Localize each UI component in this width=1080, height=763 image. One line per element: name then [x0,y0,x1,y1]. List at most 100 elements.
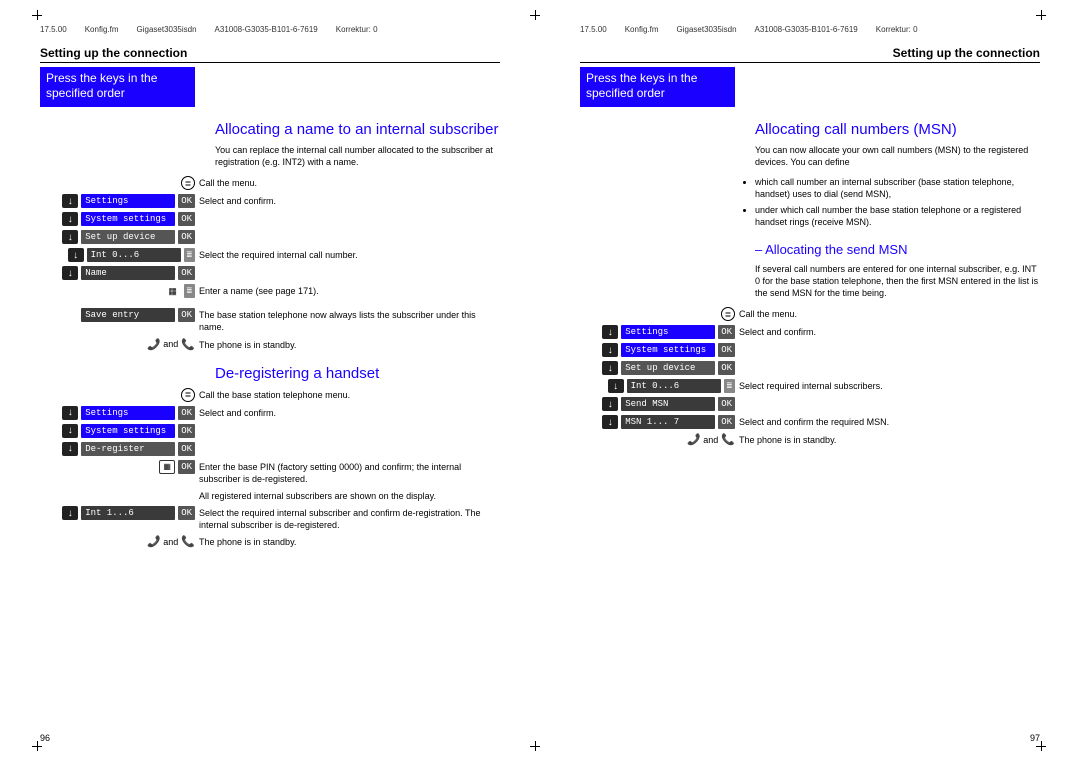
heading-deregister: De-registering a handset [215,365,500,382]
handset-icon: 📞 [147,535,161,548]
down-icon: ↓ [602,397,618,411]
crop-mark [32,10,44,22]
crop-mark [530,741,542,753]
key-order-banner: Press the keys in the specified order [580,67,735,107]
down-icon: ↓ [62,212,78,226]
step-desc: The phone is in standby. [199,535,500,548]
ok-chip: OK [718,343,735,357]
down-icon: ↓ [62,194,78,208]
print-header: 17.5.00 Konfig.fm Gigaset3035isdn A31008… [40,25,500,34]
print-date: 17.5.00 [580,25,607,34]
heading-msn: Allocating call numbers (MSN) [755,121,1040,138]
print-file: Konfig.fm [625,25,659,34]
and-label: and [163,339,178,349]
heading-allocate-name: Allocating a name to an internal subscri… [215,121,500,138]
down-icon: ↓ [62,406,78,420]
down-icon: ↓ [68,248,84,262]
ok-chip: OK [178,506,195,520]
step-desc: Enter a name (see page 171). [199,284,500,297]
down-icon: ↓ [602,361,618,375]
print-header: 17.5.00 Konfig.fm Gigaset3035isdn A31008… [580,25,1040,34]
step-desc: Call the menu. [739,307,1040,320]
step-desc: All registered internal subscribers are … [199,489,500,502]
print-korr: Korrektur: 0 [336,25,378,34]
menu-msn-range: MSN 1... 7 [621,415,715,429]
section-title: Setting up the connection [40,46,500,63]
ok-chip: OK [178,406,195,420]
menu-setup-device: Set up device [621,361,715,375]
step-desc: The phone is in standby. [199,338,500,351]
menu-deregister: De-register [81,442,175,456]
step-desc: Select and confirm. [199,194,500,207]
step-desc: Select required internal subscribers. [739,379,1040,392]
and-label: and [703,435,718,445]
menu-send-msn: Send MSN [621,397,715,411]
menu-settings: Settings [81,194,175,208]
step-desc: Call the base station telephone menu. [199,388,500,401]
intro-text: You can replace the internal call number… [215,144,500,168]
page-right: 17.5.00 Konfig.fm Gigaset3035isdn A31008… [540,0,1080,763]
ok-chip: OK [718,415,735,429]
handset-up-icon: 📞 [181,338,195,351]
bullet-item: which call number an internal subscriber… [755,176,1040,200]
print-korr: Korrektur: 0 [876,25,918,34]
menu-icon: ≣ [181,176,195,190]
menu-system-settings: System settings [621,343,715,357]
step-desc: Select the required internal call number… [199,248,500,261]
step-desc: Call the menu. [199,176,500,189]
ok-chip: OK [178,194,195,208]
print-product: Gigaset3035isdn [677,25,737,34]
menu-int: Int 0...6 [87,248,181,262]
bullet-item: under which call number the base station… [755,204,1040,228]
handset-up-icon: 📞 [721,433,735,446]
down-icon: ↓ [62,424,78,438]
menu-int: Int 0...6 [627,379,721,393]
ok-chip: OK [718,397,735,411]
down-icon: ↓ [602,325,618,339]
print-doc: A31008-G3035-B101-6-7619 [755,25,858,34]
menu-icon: ≣ [721,307,735,321]
ok-chip: OK [178,460,195,474]
ok-chip: ≣ [184,248,195,262]
menu-settings: Settings [621,325,715,339]
ok-chip: OK [718,361,735,375]
crop-mark [530,10,542,22]
key-order-banner: Press the keys in the specified order [40,67,195,107]
step-desc: Select and confirm the required MSN. [739,415,1040,428]
pin-icon: ▦ [159,460,175,474]
page-left: 17.5.00 Konfig.fm Gigaset3035isdn A31008… [0,0,540,763]
and-label: and [163,537,178,547]
ok-chip: OK [178,442,195,456]
step-desc: Enter the base PIN (factory setting 0000… [199,460,500,485]
down-icon: ↓ [608,379,624,393]
print-doc: A31008-G3035-B101-6-7619 [215,25,318,34]
down-icon: ↓ [602,343,618,357]
abc-icon: ▦ [165,284,181,298]
handset-icon: 📞 [147,338,161,351]
handset-up-icon: 📞 [181,535,195,548]
step-desc: Select and confirm. [199,406,500,419]
ok-chip: OK [178,266,195,280]
step-desc: Select and confirm. [739,325,1040,338]
handset-icon: 📞 [687,433,701,446]
crop-mark [32,741,44,753]
menu-save-entry: Save entry [81,308,175,322]
ok-chip: OK [178,230,195,244]
heading-send-msn: Allocating the send MSN [755,242,1040,257]
menu-icon: ≣ [181,388,195,402]
menu-setup-device: Set up device [81,230,175,244]
menu-system-settings: System settings [81,424,175,438]
ok-chip: ≣ [184,284,195,298]
ok-chip: OK [718,325,735,339]
menu-system-settings: System settings [81,212,175,226]
down-icon: ↓ [62,266,78,280]
menu-name: Name [81,266,175,280]
step-desc: Select the required internal subscriber … [199,506,500,531]
ok-chip: OK [178,424,195,438]
crop-mark [1036,741,1048,753]
print-product: Gigaset3035isdn [137,25,197,34]
ok-chip: OK [178,212,195,226]
menu-int: Int 1...6 [81,506,175,520]
ok-chip: ≣ [724,379,735,393]
down-icon: ↓ [62,506,78,520]
